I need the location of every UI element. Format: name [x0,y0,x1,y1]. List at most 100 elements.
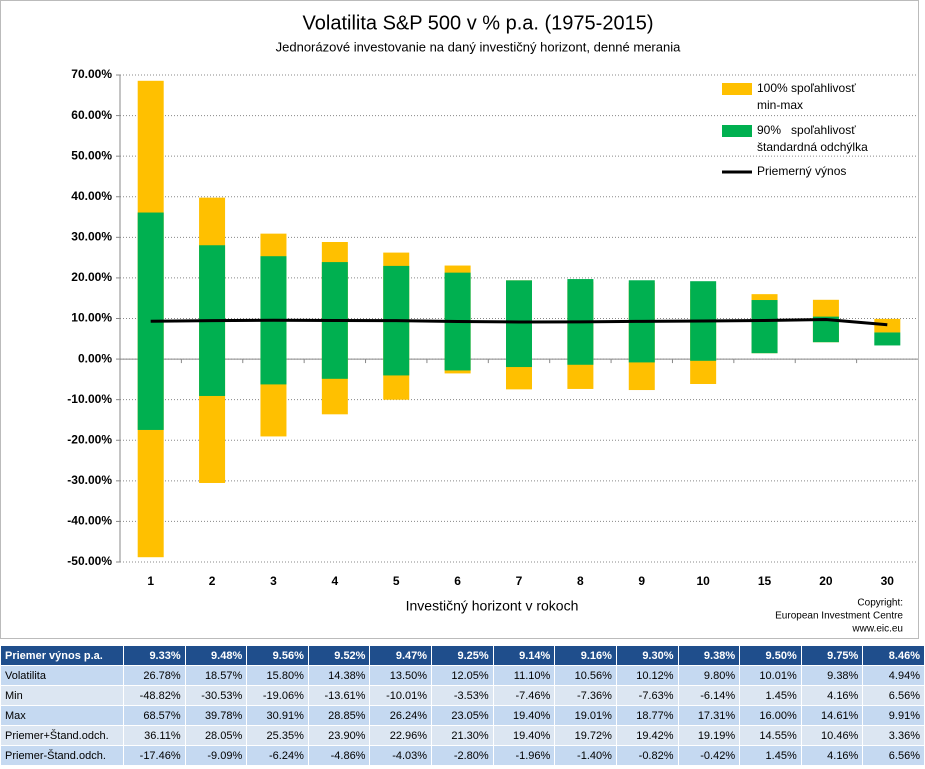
x-tick-label: 6 [454,574,461,588]
table-cell: 8.46% [862,645,925,666]
y-tick-label: 10.00% [71,311,112,325]
table-cell: 6.56% [862,685,925,706]
table-cell: 11.10% [492,665,556,686]
chart-subtitle: Jednorázové investovanie na daný investi… [276,39,681,54]
table-cell: 19.40% [492,725,556,746]
row-label: Volatilita [0,665,125,686]
table-cell: -30.53% [184,685,248,706]
table-cell: 4.16% [800,685,864,706]
y-tick-label: -50.00% [67,554,112,568]
row-label: Min [0,685,125,706]
table-cell: 39.78% [184,705,248,726]
data-table: Priemer výnos p.a. 9.33% 9.48% 9.56% 9.52% 9.… [0,645,925,766]
table-cell: -2.80% [431,745,494,766]
table-row: Priemer+Štand.odch. 36.11% 28.05% 25.35% 23.… [0,725,925,746]
table-cell: 9.80% [677,665,741,686]
table-cell: 22.96% [369,725,433,746]
chart-frame [0,0,919,639]
table-cell: 9.38% [677,645,741,666]
chart-title: Volatilita S&P 500 v % p.a. (1975-2015) [303,12,654,34]
y-tick-label: 0.00% [78,351,112,365]
table-cell: 18.77% [615,705,679,726]
table-cell: 19.72% [554,725,617,746]
range-bar [874,318,901,333]
y-tick-label: 50.00% [71,148,112,162]
table-cell: 9.30% [615,645,679,666]
table-cell: 9.91% [862,705,925,726]
sd-bar [506,280,532,368]
table-row: Priemer-Štand.odch. -17.46% -9.09% -6.24% -4… [0,745,925,766]
table-cell: 9.75% [800,645,864,666]
x-tick-label: 5 [393,574,400,588]
table-cell: 4.94% [862,665,925,686]
table-cell: 9.50% [739,645,802,666]
y-tick-label: 40.00% [71,189,112,203]
table-cell: 19.19% [677,725,741,746]
copyright: Copyright: [857,598,903,609]
y-tick-label: 30.00% [71,230,112,244]
table-cell: -6.24% [246,745,309,766]
table-cell: 9.47% [369,645,433,666]
x-tick-label: 3 [270,574,277,588]
table-cell: 9.14% [492,645,556,666]
legend-swatch [722,83,752,95]
y-tick-label: -20.00% [67,432,112,446]
table-cell: 18.57% [184,665,248,686]
table-cell: 9.16% [554,645,617,666]
sd-bar [751,300,778,354]
table-cell: 28.05% [184,725,248,746]
y-tick-label: 60.00% [71,108,112,122]
mean-line [150,318,888,327]
table-cell: -48.82% [123,685,186,706]
table-cell: -0.82% [615,745,679,766]
table-cell: 15.80% [246,665,309,686]
table-cell: 10.01% [739,665,802,686]
table-cell: -9.09% [184,745,248,766]
legend-label: štandardná odchýlka [757,140,868,154]
table-cell: 9.48% [184,645,248,666]
table-cell: -7.63% [615,685,679,706]
table-cell: 23.05% [431,705,494,726]
table-cell: 25.35% [246,725,309,746]
x-tick-label: 15 [758,574,772,588]
table-cell: 10.46% [800,725,864,746]
table-cell: 10.12% [615,665,679,686]
table-cell: 68.57% [123,705,186,726]
sd-bar [874,332,901,346]
table-cell: 14.61% [800,705,864,726]
table-cell: -10.01% [369,685,433,706]
legend-label: 100% spoľahlivosť [757,81,856,95]
copyright: www.eic.eu [851,624,903,635]
table-cell: 19.42% [615,725,679,746]
y-tick-label: 20.00% [71,270,112,284]
table-cell: 4.16% [800,745,864,766]
table-cell: 26.78% [123,665,186,686]
x-tick-label: 10 [696,574,710,588]
table-cell: 1.45% [739,685,802,706]
table-cell: 17.31% [677,705,741,726]
row-label: Priemer+Štand.odch. [0,725,125,746]
x-tick-label: 4 [332,574,339,588]
x-tick-label: 1 [147,574,154,588]
legend-label: 90% spoľahlivosť [757,123,856,137]
table-cell: 9.25% [431,645,494,666]
table-row: Max 68.57% 39.78% 30.91% 28.85% 26.24% 23.05% 1… [0,705,925,726]
table-cell: -1.96% [492,745,556,766]
y-tick-label: -10.00% [67,392,112,406]
y-tick-label: -40.00% [67,514,112,528]
table-cell: 30.91% [246,705,309,726]
x-tick-label: 9 [638,574,645,588]
table-cell: 9.38% [800,665,864,686]
table-cell: 12.05% [431,665,494,686]
table-cell: 9.56% [246,645,309,666]
table-row: Priemer výnos p.a. 9.33% 9.48% 9.56% 9.52% 9.… [0,645,925,666]
table-cell: -6.14% [677,685,741,706]
table-cell: -19.06% [246,685,309,706]
copyright: European Investment Centre [775,611,903,622]
legend-label: Priemerný výnos [757,164,846,178]
table-cell: -4.86% [307,745,371,766]
table-cell: 10.56% [554,665,617,686]
table-cell: 9.33% [123,645,186,666]
table-cell: -7.36% [554,685,617,706]
